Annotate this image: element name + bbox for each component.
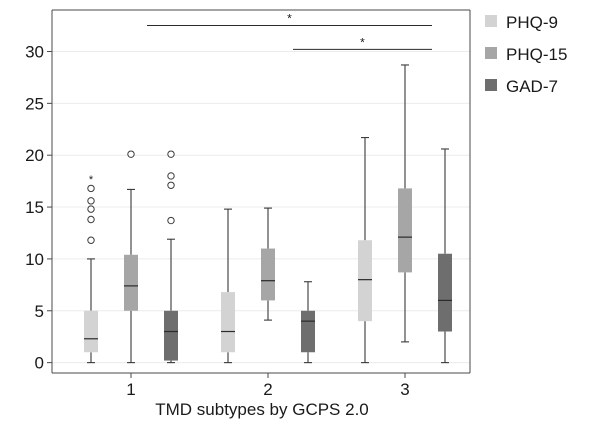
y-tick-label-0: 0 — [35, 354, 44, 373]
box-phq-9-2-iqr — [221, 292, 235, 353]
significance-label-0: * — [287, 12, 292, 26]
box-phq-15-1-outlier-0 — [127, 150, 135, 158]
box-phq-15-2-iqr — [261, 248, 275, 301]
box-phq-9-1-outlier-4 — [87, 184, 95, 193]
y-tick-label-5: 5 — [35, 302, 44, 321]
box-gad-7-1-outlier-1 — [167, 181, 175, 189]
legend: PHQ-9 PHQ-15 GAD-7 — [485, 13, 567, 96]
axes: 0 5 10 15 20 25 30 1 2 3 — [25, 9, 471, 399]
x-axis-title: TMD subtypes by GCPS 2.0 — [155, 400, 369, 419]
box-gad-7-1-outlier-2 — [167, 172, 175, 180]
y-tick-label-30: 30 — [25, 42, 44, 61]
legend-label-phq-9: PHQ-9 — [506, 13, 558, 32]
legend-swatch-gad-7 — [485, 79, 497, 91]
box-phq-9-1-outlier-0 — [87, 236, 95, 244]
box-phq-15-3-iqr — [398, 188, 412, 273]
y-tick-label-20: 20 — [25, 146, 44, 165]
box-gad-7-2-iqr — [301, 310, 315, 353]
x-tick-label-2: 2 — [263, 380, 272, 399]
x-tick-label-1: 1 — [126, 380, 135, 399]
box-gad-7-1-iqr — [164, 310, 178, 361]
y-tick-label-25: 25 — [25, 94, 44, 113]
y-tick-label-15: 15 — [25, 198, 44, 217]
y-tick-label-10: 10 — [25, 250, 44, 269]
x-tick-label-3: 3 — [400, 380, 409, 399]
box-gad-7-3-iqr — [438, 253, 452, 332]
legend-label-phq-15: PHQ-15 — [506, 45, 567, 64]
box-phq-9-3-iqr — [358, 240, 372, 322]
box-phq-9-1-outlier-2 — [87, 205, 95, 213]
legend-label-gad-7: GAD-7 — [506, 77, 558, 96]
box-phq-9-1-extreme-0: * — [89, 174, 94, 186]
box-gad-7-1-outlier-0 — [167, 216, 175, 225]
legend-swatch-phq-15 — [485, 47, 497, 59]
significance-annotations: ** — [147, 12, 432, 50]
significance-label-1: * — [360, 35, 365, 49]
box-phq-9-1-iqr — [84, 310, 98, 353]
box-gad-7-1-outlier-3 — [167, 150, 175, 158]
legend-swatch-phq-9 — [485, 15, 497, 27]
box-phq-9-1-outlier-1 — [87, 215, 95, 224]
box-phq-15-1-iqr — [124, 254, 138, 311]
box-phq-9-1-outlier-3 — [87, 197, 95, 205]
box-plots: * — [84, 64, 452, 364]
